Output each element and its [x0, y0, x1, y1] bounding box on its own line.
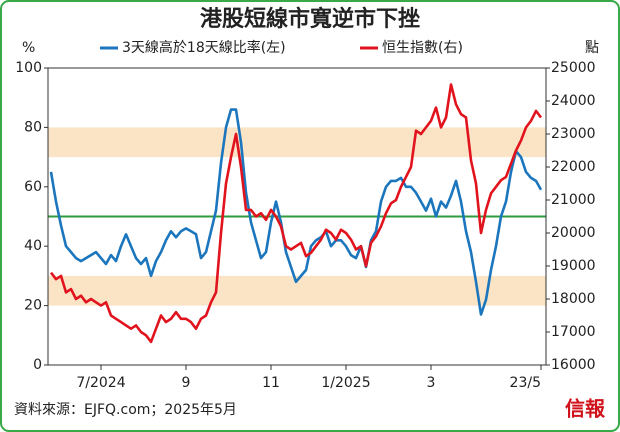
x-tick-label: 7/2024: [76, 375, 125, 391]
source: 資料來源：EJFQ.com；2025年5月: [14, 402, 237, 418]
y2-tick-label: 25000: [551, 60, 596, 76]
y2-tick-label: 18000: [551, 291, 596, 307]
x-tick-label: 11: [262, 375, 280, 391]
y2-tick-label: 16000: [551, 357, 596, 373]
logo: 信報: [565, 397, 606, 421]
y2-axis-label: 點: [585, 40, 599, 56]
y-tick-label: 100: [15, 60, 42, 76]
chart-title: 港股短線市寬逆市下挫: [200, 6, 420, 32]
x-tick-label: 9: [182, 375, 191, 391]
y2-tick-label: 19000: [551, 258, 596, 274]
y-tick-label: 0: [33, 357, 42, 373]
y2-tick-label: 24000: [551, 93, 596, 109]
y2-tick-label: 17000: [551, 324, 596, 340]
y-tick-label: 20: [24, 298, 42, 314]
y2-tick-label: 22000: [551, 159, 596, 175]
y2-tick-label: 23000: [551, 126, 596, 142]
band: [48, 127, 546, 158]
x-tick-label: 3: [427, 375, 436, 391]
x-tick-label: 23/5: [510, 375, 541, 391]
y2-tick-label: 20000: [551, 225, 596, 241]
series-line: [49, 108, 543, 316]
y-tick-label: 60: [24, 179, 42, 195]
y-tick-label: 40: [24, 238, 42, 254]
plot-border: [47, 67, 547, 366]
x-tick-label: 1/2025: [321, 375, 370, 391]
y2-tick-label: 21000: [551, 192, 596, 208]
series-line: [49, 83, 543, 344]
legend-label: 3天線高於18天線比率(左): [122, 39, 286, 56]
legend-label: 恒生指數(右): [382, 40, 463, 56]
y-tick-label: 80: [24, 119, 42, 135]
y-axis-label: %: [22, 40, 35, 56]
